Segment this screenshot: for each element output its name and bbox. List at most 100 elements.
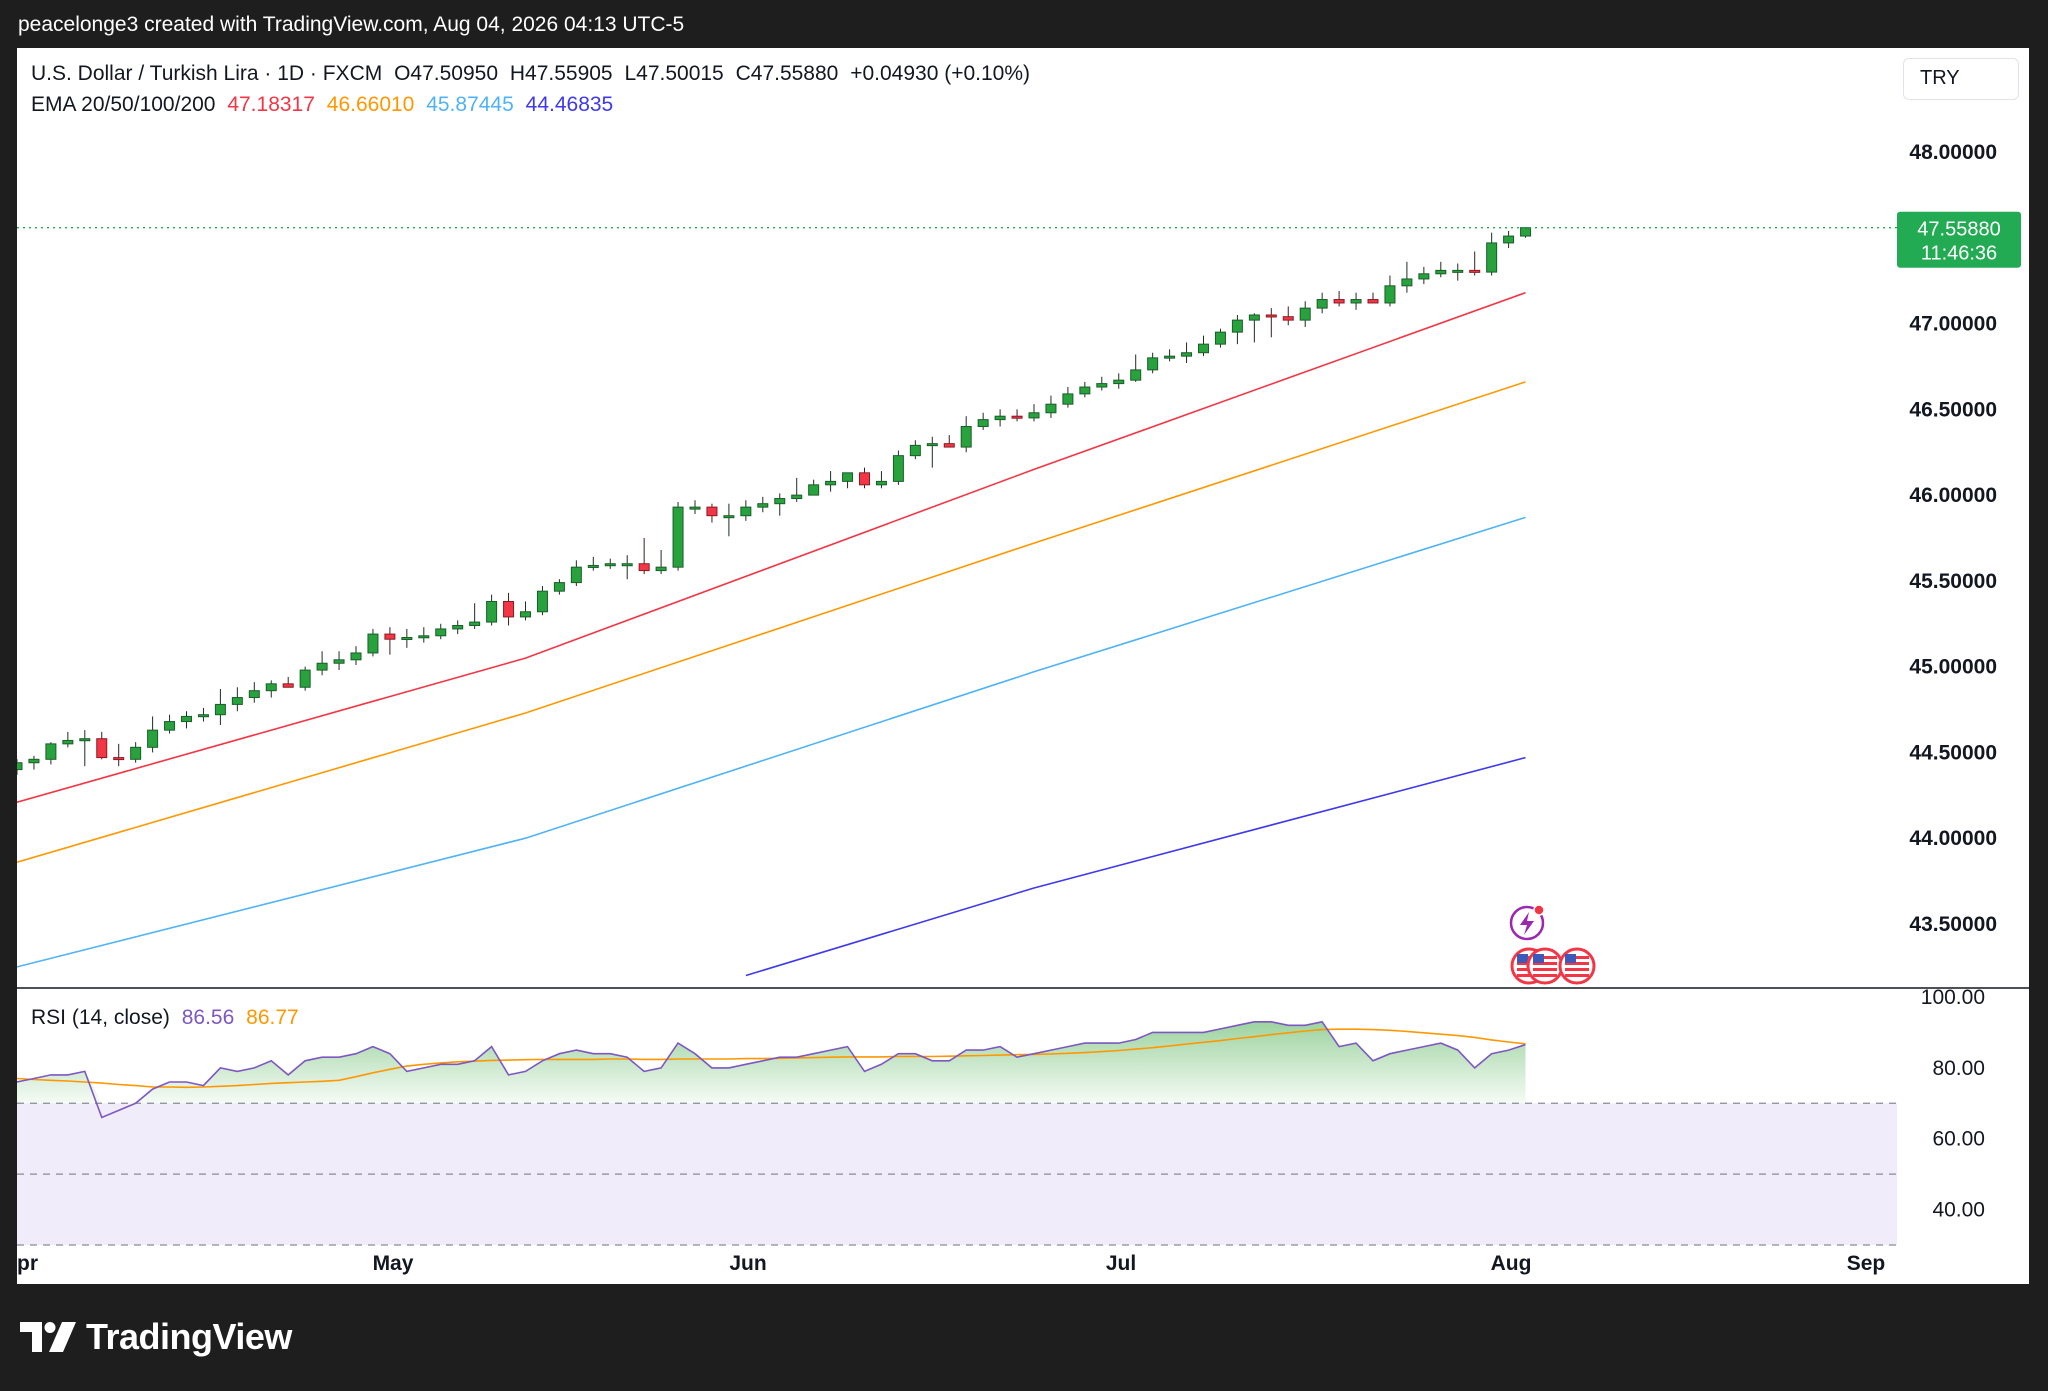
us-flag-icon[interactable]	[1558, 947, 1596, 985]
candle[interactable]	[113, 743, 125, 767]
candle[interactable]	[994, 409, 1006, 427]
candle[interactable]	[316, 651, 328, 676]
candle[interactable]	[977, 412, 989, 430]
candle[interactable]	[1045, 395, 1057, 418]
currency-selector[interactable]: TRY	[1903, 58, 2019, 100]
candle[interactable]	[96, 731, 108, 760]
candle[interactable]	[825, 471, 837, 492]
candle[interactable]	[740, 500, 752, 521]
candle[interactable]	[28, 755, 40, 770]
candle[interactable]	[1503, 230, 1515, 249]
rsi-tick-label[interactable]: 100.00	[1921, 986, 1985, 1009]
price-tick-label[interactable]: 46.00000	[1909, 484, 1997, 507]
candle[interactable]	[757, 496, 769, 513]
candle[interactable]	[570, 560, 582, 587]
price-tick-label[interactable]: 43.50000	[1909, 913, 1997, 936]
price-tick-label[interactable]: 44.50000	[1909, 741, 1997, 764]
rsi-tick-label[interactable]: 60.00	[1932, 1128, 1985, 1151]
candle[interactable]	[842, 472, 854, 489]
ema-line-ema50[interactable]	[17, 381, 1526, 863]
candle[interactable]	[486, 594, 498, 626]
candle[interactable]	[859, 467, 870, 489]
candle[interactable]	[214, 688, 226, 725]
candle[interactable]	[469, 603, 481, 629]
candle[interactable]	[1096, 376, 1108, 391]
candle[interactable]	[367, 628, 379, 657]
candle[interactable]	[587, 556, 599, 571]
candle[interactable]	[1028, 404, 1040, 422]
candle[interactable]	[1384, 275, 1396, 307]
candle[interactable]	[655, 550, 667, 575]
candle[interactable]	[520, 601, 531, 621]
candle[interactable]	[1333, 290, 1345, 307]
candle[interactable]	[1452, 263, 1464, 281]
candle[interactable]	[553, 579, 565, 595]
candle[interactable]	[1113, 373, 1125, 389]
candle[interactable]	[1418, 266, 1430, 285]
candle[interactable]	[401, 628, 413, 648]
ema-label[interactable]: EMA 20/50/100/200	[31, 93, 216, 116]
candle[interactable]	[79, 730, 91, 767]
candle[interactable]	[231, 687, 243, 712]
price-tick-label[interactable]: 46.50000	[1909, 398, 1997, 421]
candle[interactable]	[875, 471, 887, 489]
candle[interactable]	[960, 416, 972, 453]
price-tick-label[interactable]: 47.00000	[1909, 313, 1997, 336]
rsi-tick-label[interactable]: 40.00	[1932, 1199, 1985, 1222]
candle[interactable]	[1265, 308, 1277, 338]
candle[interactable]	[384, 627, 396, 655]
candle[interactable]	[1435, 261, 1447, 278]
rsi-tick-label[interactable]: 80.00	[1932, 1057, 1985, 1080]
price-tick-label[interactable]: 48.00000	[1909, 141, 1997, 164]
time-tick-label[interactable]: pr	[17, 1252, 38, 1275]
candle[interactable]	[1011, 409, 1023, 422]
candle[interactable]	[791, 477, 803, 502]
candle[interactable]	[452, 620, 464, 635]
candle[interactable]	[1316, 292, 1328, 314]
candle[interactable]	[435, 623, 447, 640]
candle[interactable]	[45, 742, 57, 765]
candle[interactable]	[536, 586, 548, 616]
symbol-title[interactable]: U.S. Dollar / Turkish Lira · 1D · FXCM	[31, 62, 383, 85]
candle[interactable]	[299, 666, 311, 691]
time-tick-label[interactable]: Sep	[1847, 1252, 1886, 1275]
candle[interactable]	[926, 436, 938, 468]
candle[interactable]	[1079, 381, 1091, 398]
chart-frame[interactable]: 48.00000 47.00000 46.50000 46.00000 45.50000…	[17, 48, 2029, 1284]
candle[interactable]	[1520, 227, 1532, 238]
candle[interactable]	[350, 646, 362, 665]
candle[interactable]	[1299, 301, 1311, 327]
ema-line-ema200[interactable]	[745, 756, 1526, 977]
candle[interactable]	[1214, 328, 1226, 348]
candle[interactable]	[1181, 342, 1193, 364]
rsi-line[interactable]	[17, 1020, 1526, 1119]
candle[interactable]	[808, 479, 820, 496]
candle[interactable]	[147, 716, 159, 753]
candle[interactable]	[1062, 387, 1074, 408]
candle[interactable]	[1350, 292, 1362, 310]
us-flag-icon[interactable]	[1526, 947, 1564, 985]
ema-line-ema20[interactable]	[17, 291, 1526, 803]
candle[interactable]	[621, 555, 633, 580]
candle[interactable]	[1486, 232, 1498, 276]
candle[interactable]	[1248, 313, 1260, 343]
candle[interactable]	[1401, 261, 1413, 293]
candle[interactable]	[1282, 306, 1294, 326]
candle[interactable]	[1231, 314, 1243, 345]
candle[interactable]	[638, 538, 650, 575]
time-tick-label[interactable]: Jul	[1106, 1252, 1136, 1275]
candle[interactable]	[1130, 354, 1142, 382]
price-tick-label[interactable]: 45.00000	[1909, 656, 1997, 679]
rsi-label[interactable]: RSI (14, close)	[31, 1006, 170, 1029]
candle[interactable]	[17, 759, 23, 775]
chart-canvas[interactable]: 48.00000 47.00000 46.50000 46.00000 45.50000…	[17, 48, 2029, 1284]
candle[interactable]	[723, 503, 735, 537]
candle[interactable]	[909, 440, 921, 460]
candle[interactable]	[1469, 251, 1481, 276]
candle[interactable]	[1147, 352, 1159, 374]
candle[interactable]	[282, 676, 294, 688]
candle[interactable]	[197, 707, 209, 722]
candle[interactable]	[164, 714, 176, 734]
candle[interactable]	[62, 731, 74, 748]
